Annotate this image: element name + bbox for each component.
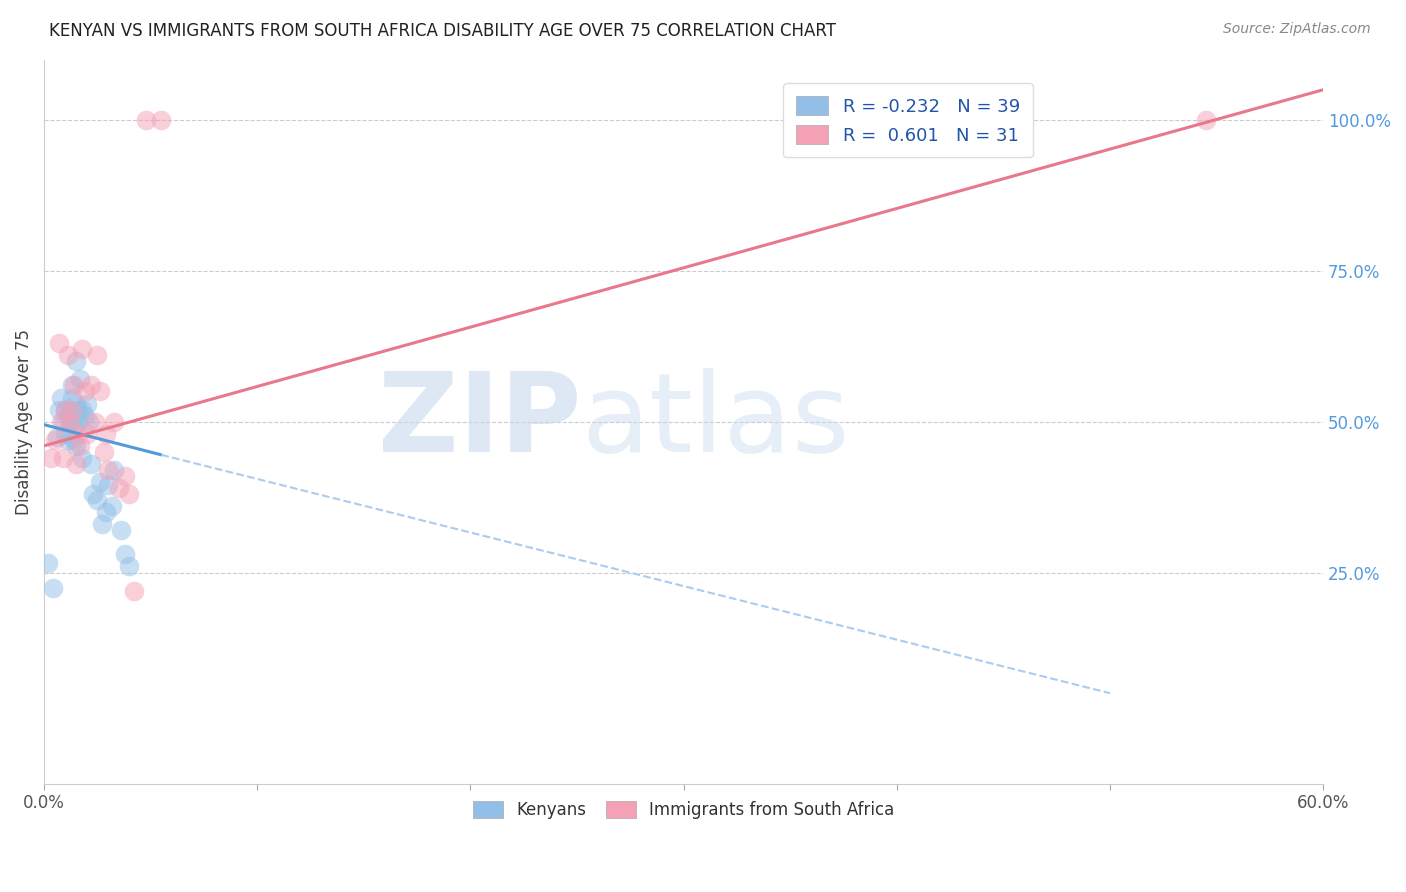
Text: Source: ZipAtlas.com: Source: ZipAtlas.com bbox=[1223, 22, 1371, 37]
Point bbox=[48, 402, 70, 417]
Point bbox=[107, 481, 129, 495]
Point bbox=[55, 402, 77, 417]
Point bbox=[89, 475, 111, 489]
Point bbox=[122, 583, 145, 598]
Point bbox=[59, 415, 82, 429]
Point bbox=[67, 415, 90, 429]
Point bbox=[59, 402, 82, 417]
Point bbox=[93, 445, 115, 459]
Point bbox=[72, 343, 94, 357]
Text: ZIP: ZIP bbox=[378, 368, 581, 475]
Point bbox=[94, 426, 117, 441]
Point bbox=[60, 378, 83, 392]
Point bbox=[63, 378, 86, 392]
Point bbox=[65, 439, 87, 453]
Point bbox=[76, 396, 98, 410]
Point bbox=[103, 415, 125, 429]
Point bbox=[118, 559, 141, 574]
Text: KENYAN VS IMMIGRANTS FROM SOUTH AFRICA DISABILITY AGE OVER 75 CORRELATION CHART: KENYAN VS IMMIGRANTS FROM SOUTH AFRICA D… bbox=[49, 22, 837, 40]
Point bbox=[69, 439, 91, 453]
Point bbox=[110, 523, 132, 537]
Point bbox=[52, 415, 75, 429]
Point bbox=[55, 426, 77, 441]
Point bbox=[114, 469, 136, 483]
Point bbox=[114, 548, 136, 562]
Point bbox=[89, 384, 111, 399]
Point bbox=[48, 336, 70, 351]
Text: atlas: atlas bbox=[581, 368, 849, 475]
Point bbox=[37, 557, 59, 571]
Point bbox=[1195, 112, 1218, 127]
Point bbox=[56, 409, 79, 423]
Point bbox=[118, 487, 141, 501]
Point bbox=[44, 433, 66, 447]
Point bbox=[72, 450, 94, 465]
Point bbox=[94, 505, 117, 519]
Point bbox=[76, 426, 98, 441]
Point bbox=[80, 457, 103, 471]
Point bbox=[65, 457, 87, 471]
Point bbox=[82, 487, 104, 501]
Point bbox=[77, 415, 100, 429]
Point bbox=[65, 354, 87, 368]
Point bbox=[45, 430, 67, 444]
Point bbox=[60, 402, 83, 417]
Point bbox=[67, 426, 90, 441]
Point bbox=[39, 450, 62, 465]
Point bbox=[103, 463, 125, 477]
Point bbox=[41, 581, 63, 595]
Point bbox=[97, 478, 120, 492]
Point bbox=[86, 493, 108, 508]
Legend: Kenyans, Immigrants from South Africa: Kenyans, Immigrants from South Africa bbox=[465, 795, 901, 826]
Point bbox=[52, 450, 75, 465]
Point bbox=[56, 433, 79, 447]
Point bbox=[60, 391, 83, 405]
Point bbox=[90, 517, 112, 532]
Point bbox=[63, 433, 86, 447]
Point bbox=[73, 409, 96, 423]
Point bbox=[73, 384, 96, 399]
Point bbox=[150, 112, 173, 127]
Point bbox=[84, 415, 107, 429]
Point bbox=[72, 402, 94, 417]
Point bbox=[80, 378, 103, 392]
Point bbox=[101, 499, 124, 513]
Y-axis label: Disability Age Over 75: Disability Age Over 75 bbox=[15, 328, 32, 515]
Point bbox=[97, 463, 120, 477]
Point bbox=[51, 415, 73, 429]
Point bbox=[56, 348, 79, 362]
Point bbox=[65, 396, 87, 410]
Point bbox=[63, 420, 86, 434]
Point bbox=[59, 415, 82, 429]
Point bbox=[135, 112, 157, 127]
Point bbox=[55, 402, 77, 417]
Point bbox=[51, 391, 73, 405]
Point bbox=[67, 402, 90, 417]
Point bbox=[69, 372, 91, 386]
Point bbox=[86, 348, 108, 362]
